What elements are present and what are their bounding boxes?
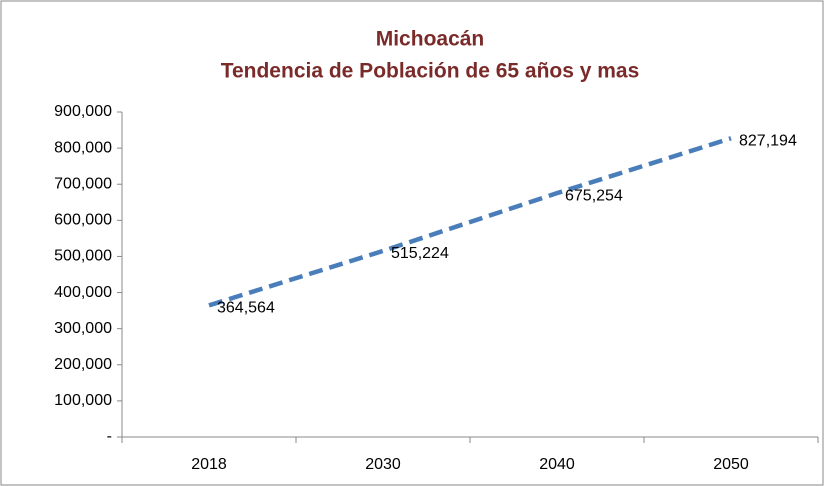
data-label: 675,254	[565, 187, 623, 204]
y-tick-label: 400,000	[54, 284, 112, 301]
y-tick-label: 700,000	[54, 175, 112, 192]
y-tick-label: 600,000	[54, 212, 112, 229]
y-tick-label: 800,000	[54, 139, 112, 156]
y-tick-label: 500,000	[54, 248, 112, 265]
series-line	[208, 136, 732, 308]
chart-title: Michoacán	[376, 28, 485, 51]
y-tick-label: 100,000	[54, 392, 112, 409]
data-label: 364,564	[217, 300, 275, 317]
data-label: 515,224	[391, 245, 449, 262]
chart-subtitle: Tendencia de Población de 65 años y mas	[221, 60, 640, 83]
x-tick-label: 2018	[191, 456, 227, 473]
y-tick-label: 200,000	[54, 356, 112, 373]
data-label: 827,194	[739, 133, 797, 150]
y-tick-label: 300,000	[54, 320, 112, 337]
x-tick-label: 2040	[539, 456, 575, 473]
y-tick-label: -	[107, 428, 112, 445]
x-tick-label: 2030	[365, 456, 401, 473]
x-tick-label: 2050	[713, 456, 749, 473]
y-tick-label: 900,000	[54, 103, 112, 120]
